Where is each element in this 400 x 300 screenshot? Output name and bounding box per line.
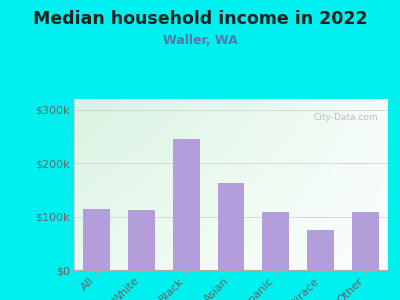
Text: Median household income in 2022: Median household income in 2022 xyxy=(33,11,367,28)
Bar xyxy=(173,139,200,270)
Bar xyxy=(128,210,155,270)
Bar xyxy=(262,212,289,270)
Text: Waller, WA: Waller, WA xyxy=(163,34,237,47)
Bar xyxy=(83,208,110,270)
Bar xyxy=(307,230,334,270)
Bar xyxy=(352,212,379,270)
Bar xyxy=(218,183,244,270)
Text: City-Data.com: City-Data.com xyxy=(314,113,378,122)
